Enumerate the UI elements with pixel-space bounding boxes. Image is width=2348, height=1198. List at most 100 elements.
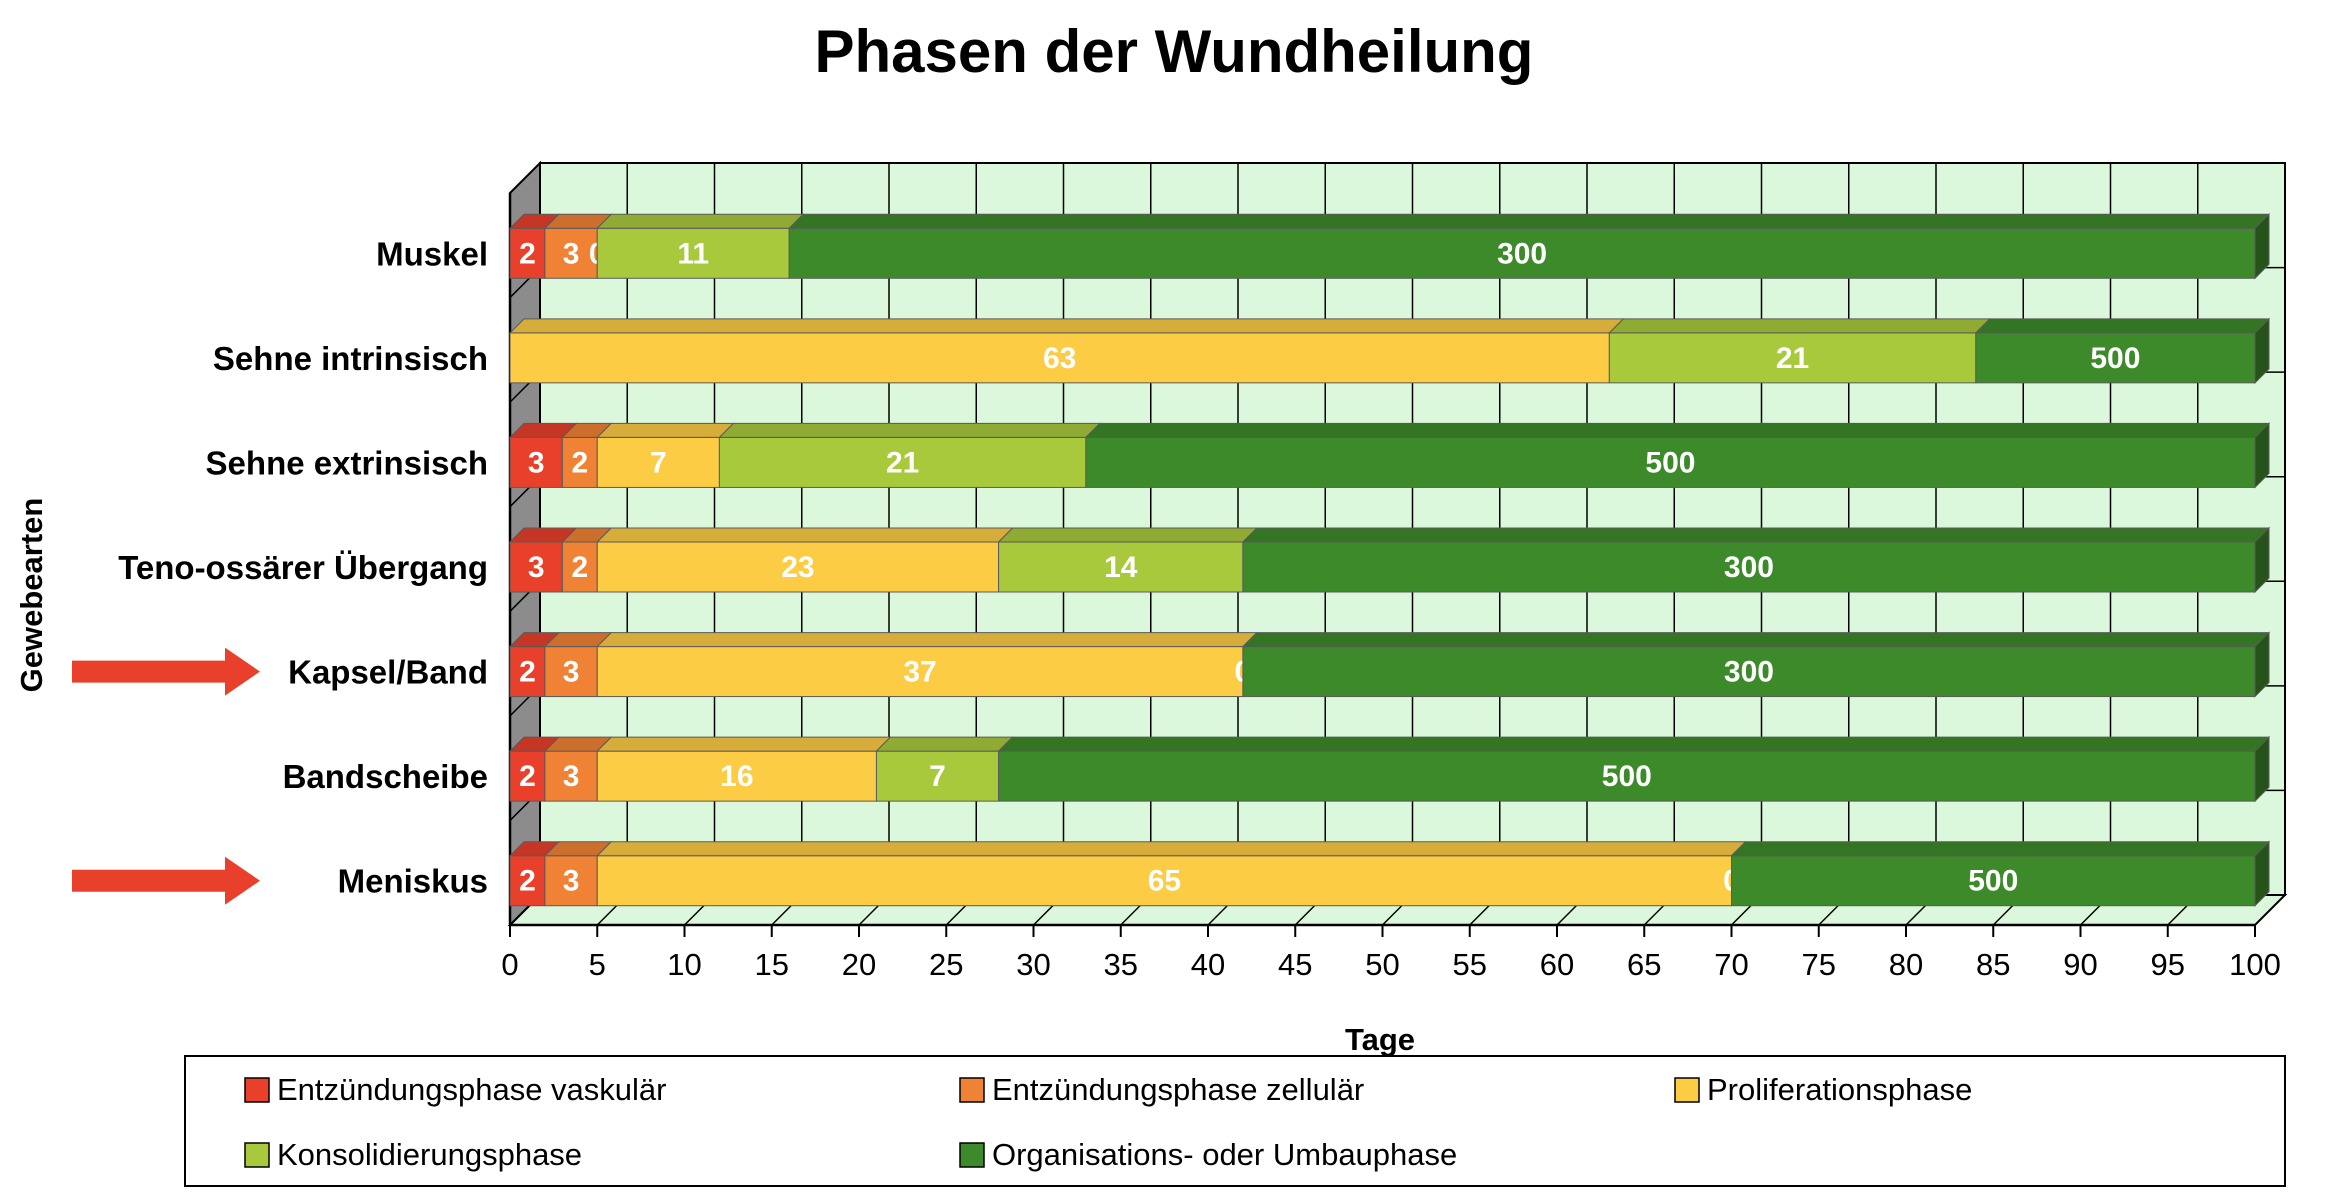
x-tick-label: 85 — [1976, 947, 2010, 982]
highlight-arrow — [72, 647, 260, 696]
bar-data-label: 2 — [571, 551, 588, 584]
bar-segment-side — [2254, 735, 2270, 803]
bar-data-label: 2 — [519, 237, 536, 270]
bar-segment-top — [875, 736, 1014, 752]
bar-data-label: 300 — [1724, 551, 1774, 584]
category-label: Sehne intrinsisch — [213, 340, 488, 377]
bar-segment-top — [997, 736, 2271, 752]
bar-segment-top — [718, 422, 1102, 438]
bar-data-label: 3 — [563, 865, 580, 898]
bar-data-label: 300 — [1497, 237, 1547, 270]
chart-title: Phasen der Wundheilung — [815, 18, 1534, 85]
bar-data-label: 3 — [528, 446, 545, 479]
bar-segment-top — [596, 422, 735, 438]
legend-swatch — [244, 1077, 270, 1103]
category-label: Teno-ossärer Übergang — [118, 549, 488, 586]
bar-segment — [596, 646, 1244, 698]
bar-segment-side — [2254, 631, 2270, 698]
bar-segment — [544, 646, 598, 698]
gridline-floor — [2254, 894, 2286, 926]
bar-segment-top — [596, 632, 1259, 648]
bar-segment — [544, 750, 598, 802]
bar-segment — [596, 436, 720, 488]
bar-segment-side — [2254, 422, 2270, 489]
category-label: Kapsel/Band — [288, 654, 488, 691]
bar-segment-top — [1730, 841, 2271, 857]
bar-segment-side — [2254, 840, 2270, 907]
x-tick-label: 35 — [1104, 947, 1138, 982]
bar-segment-side — [2254, 526, 2270, 594]
bar-segment-top — [1084, 422, 2271, 438]
bar-data-label: 16 — [720, 760, 753, 793]
x-tick-label: 25 — [929, 947, 963, 982]
x-tick-label: 30 — [1016, 947, 1050, 982]
bar-data-label: 500 — [1968, 865, 2018, 898]
bar-segment-top — [997, 527, 1259, 543]
x-tick-label: 75 — [1802, 947, 1836, 982]
legend-swatch — [959, 1142, 985, 1168]
y-axis-title: Gewebearten — [14, 498, 49, 693]
bar-data-label: 65 — [1148, 865, 1181, 898]
bar-data-label: 7 — [929, 760, 946, 793]
bar-segment — [718, 436, 1087, 488]
bar-data-label: 2 — [571, 446, 588, 479]
x-tick-label: 40 — [1191, 947, 1225, 982]
category-label: Meniskus — [338, 863, 488, 900]
bar-data-label: 14 — [1104, 551, 1138, 584]
x-tick-label: 20 — [842, 947, 876, 982]
bar-data-label: 500 — [1602, 760, 1652, 793]
bar-segment-top — [596, 736, 892, 752]
bar-segment — [509, 332, 1610, 384]
highlight-arrow — [72, 856, 260, 905]
bar-segment — [509, 227, 546, 279]
x-tick-label: 65 — [1627, 947, 1661, 982]
bar-segment — [788, 227, 2256, 279]
bars: 2301130063215003272150032231430023370300… — [508, 213, 2271, 907]
legend-label: Konsolidierungsphase — [277, 1137, 582, 1172]
bar-segment — [509, 541, 563, 593]
x-tick-label: 80 — [1889, 947, 1923, 982]
x-tick-label: 10 — [667, 947, 701, 982]
bar-data-label: 3 — [528, 551, 545, 584]
legend-box — [184, 1055, 2286, 1187]
bar-segment — [1085, 436, 2256, 488]
x-tick-label: 5 — [589, 947, 606, 982]
legend-label: Entzündungsphase zellulär — [992, 1072, 1364, 1107]
bar-data-label: 7 — [650, 446, 667, 479]
x-tick-label: 45 — [1278, 947, 1312, 982]
x-tick-label: 100 — [2229, 947, 2281, 982]
bar-segment-top — [596, 213, 805, 229]
bar-segment — [509, 646, 546, 698]
bar-data-label: 21 — [1776, 342, 1809, 375]
legend-label: Organisations- oder Umbauphase — [992, 1137, 1457, 1172]
gridline-left-wall — [509, 162, 541, 194]
bar-segment — [596, 541, 1000, 593]
bar-data-label: 2 — [519, 760, 536, 793]
x-tick-label: 50 — [1365, 947, 1399, 982]
bar-data-label: 500 — [2090, 342, 2140, 375]
bar-segment-top — [1241, 632, 2271, 648]
bar-segment — [596, 750, 877, 802]
bar-segment — [596, 227, 790, 279]
bar-segment-side — [2254, 213, 2270, 280]
category-label: Sehne extrinsisch — [206, 444, 488, 481]
bar-segment — [1242, 646, 2256, 698]
bar-data-label: 3 — [563, 760, 580, 793]
bar-data-label: 3 — [563, 656, 580, 689]
bar-data-label: 21 — [886, 446, 919, 479]
x-tick-labels: 0 5 10 15 20 25 30 35 40 45 50 55 60 65 70 75 80 85 90 95 10… — [501, 947, 2280, 982]
category-label: Bandscheibe — [283, 758, 488, 795]
bar-segment — [1731, 855, 2256, 907]
bar-data-label: 11 — [677, 237, 709, 270]
x-tick-label: 95 — [2151, 947, 2185, 982]
bar-segment-top — [1974, 318, 2271, 334]
bar-segment-side — [2254, 317, 2270, 385]
bar-data-label: 2 — [519, 656, 536, 689]
x-tick-label: 0 — [501, 947, 518, 982]
category-label: Muskel — [376, 235, 488, 272]
legend-label: Entzündungsphase vaskulär — [277, 1072, 666, 1107]
bar-segment-top — [508, 318, 1625, 334]
x-tick-label: 70 — [1714, 947, 1748, 982]
x-tick-label: 60 — [1540, 947, 1574, 982]
bar-data-label: 3 — [563, 237, 580, 270]
